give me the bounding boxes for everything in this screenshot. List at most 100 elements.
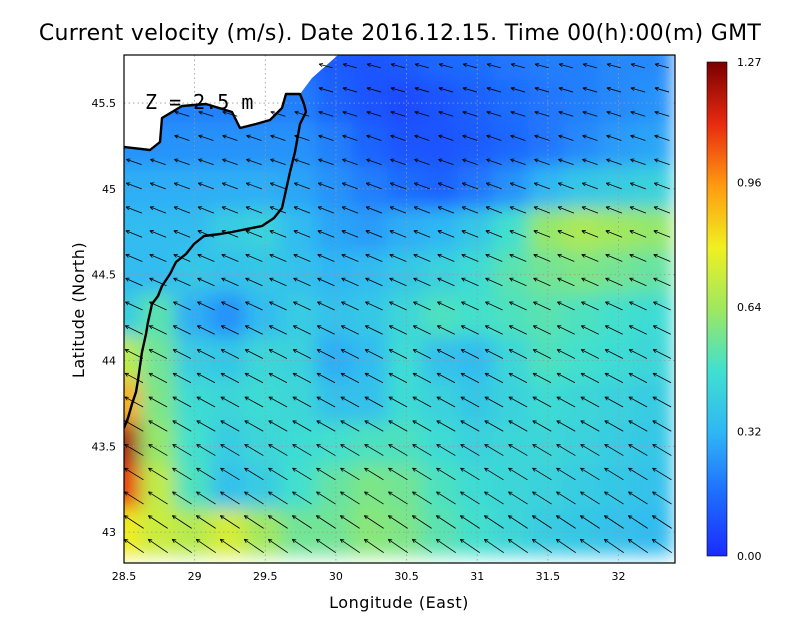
current-arrow <box>316 349 336 359</box>
current-arrow <box>365 182 382 190</box>
current-arrow <box>653 301 671 311</box>
speed-cell <box>351 465 391 513</box>
current-arrow <box>485 301 503 311</box>
current-arrow <box>483 515 504 529</box>
current-arrow <box>389 277 407 287</box>
current-arrow <box>244 491 264 505</box>
y-tick-label: 43.5 <box>92 440 117 453</box>
current-arrow <box>532 349 552 359</box>
current-arrow <box>172 396 192 408</box>
speed-cell <box>422 337 462 384</box>
current-arrow <box>171 538 192 554</box>
x-tick-label: 32 <box>611 570 625 583</box>
current-arrow <box>579 538 600 554</box>
current-arrow <box>244 420 264 432</box>
current-arrow <box>244 349 264 359</box>
current-arrow <box>507 515 528 529</box>
current-arrow <box>292 467 312 481</box>
current-arrow <box>315 515 336 529</box>
current-arrow <box>268 444 288 456</box>
current-arrow <box>604 467 624 481</box>
current-arrow <box>388 491 408 505</box>
current-arrow <box>388 349 408 359</box>
speed-cell <box>351 55 391 84</box>
current-arrow <box>364 467 384 481</box>
current-arrow <box>292 420 312 432</box>
current-arrow <box>411 515 432 529</box>
current-arrow <box>460 325 479 335</box>
current-arrow <box>267 515 288 529</box>
current-arrow <box>366 110 382 117</box>
y-tick-label: 43 <box>102 526 116 539</box>
current-arrow <box>342 158 358 166</box>
current-arrow <box>581 253 599 262</box>
current-arrow <box>268 420 288 432</box>
current-arrow <box>654 158 670 166</box>
current-arrow <box>269 182 286 190</box>
current-arrow <box>196 444 216 456</box>
current-arrow <box>246 134 262 141</box>
current-arrow <box>195 515 216 529</box>
current-arrow <box>486 86 502 93</box>
current-arrow <box>556 444 576 456</box>
current-arrow <box>652 420 672 432</box>
current-arrow <box>124 396 144 408</box>
current-arrow <box>148 396 168 408</box>
current-arrow <box>413 253 431 262</box>
y-tick-label: 45.5 <box>92 97 117 110</box>
current-arrow <box>124 420 144 432</box>
current-arrow <box>605 277 623 287</box>
current-arrow <box>558 134 574 141</box>
current-arrow <box>365 206 383 214</box>
current-arrow <box>339 538 360 554</box>
current-arrow <box>317 301 335 311</box>
current-arrow <box>532 467 552 481</box>
current-arrow <box>508 444 528 456</box>
current-arrow <box>366 86 382 93</box>
y-tick-label: 44.5 <box>92 269 117 282</box>
current-arrow <box>390 134 406 141</box>
speed-cell <box>139 208 179 256</box>
current-arrow <box>318 158 334 166</box>
current-arrow <box>558 62 573 69</box>
current-arrow <box>149 182 166 190</box>
current-arrow <box>269 230 287 238</box>
current-arrow <box>270 134 286 141</box>
current-arrow <box>630 134 646 141</box>
speed-cell <box>210 337 250 384</box>
current-arrow <box>363 538 384 554</box>
speed-cell <box>174 422 215 470</box>
current-arrow <box>508 396 528 408</box>
speed-cell <box>634 208 674 256</box>
current-arrow <box>531 515 552 529</box>
current-arrow <box>219 515 240 529</box>
current-arrow <box>413 230 431 238</box>
current-arrow <box>604 396 624 408</box>
current-arrow <box>414 158 430 166</box>
current-arrow <box>150 158 166 166</box>
current-arrow <box>413 301 431 311</box>
current-arrow <box>173 301 191 311</box>
current-arrow <box>389 206 407 214</box>
current-arrow <box>533 206 551 214</box>
current-arrow <box>269 253 287 262</box>
current-arrow <box>268 491 288 505</box>
current-arrow <box>508 325 527 335</box>
current-arrow <box>316 491 336 505</box>
current-arrow <box>581 206 599 214</box>
current-arrow <box>484 372 504 384</box>
current-arrow <box>125 277 143 287</box>
current-arrow <box>533 253 551 262</box>
current-arrow <box>653 230 671 238</box>
speed-cell <box>634 294 674 342</box>
current-arrow <box>244 396 264 408</box>
current-arrow <box>388 420 408 432</box>
current-arrow <box>556 349 576 359</box>
current-arrow <box>388 325 407 335</box>
current-arrow <box>508 420 528 432</box>
plot-layer <box>124 55 675 563</box>
speed-cell <box>528 379 568 427</box>
speed-cell <box>351 122 391 170</box>
current-arrow <box>534 134 550 141</box>
current-arrow <box>291 538 312 554</box>
